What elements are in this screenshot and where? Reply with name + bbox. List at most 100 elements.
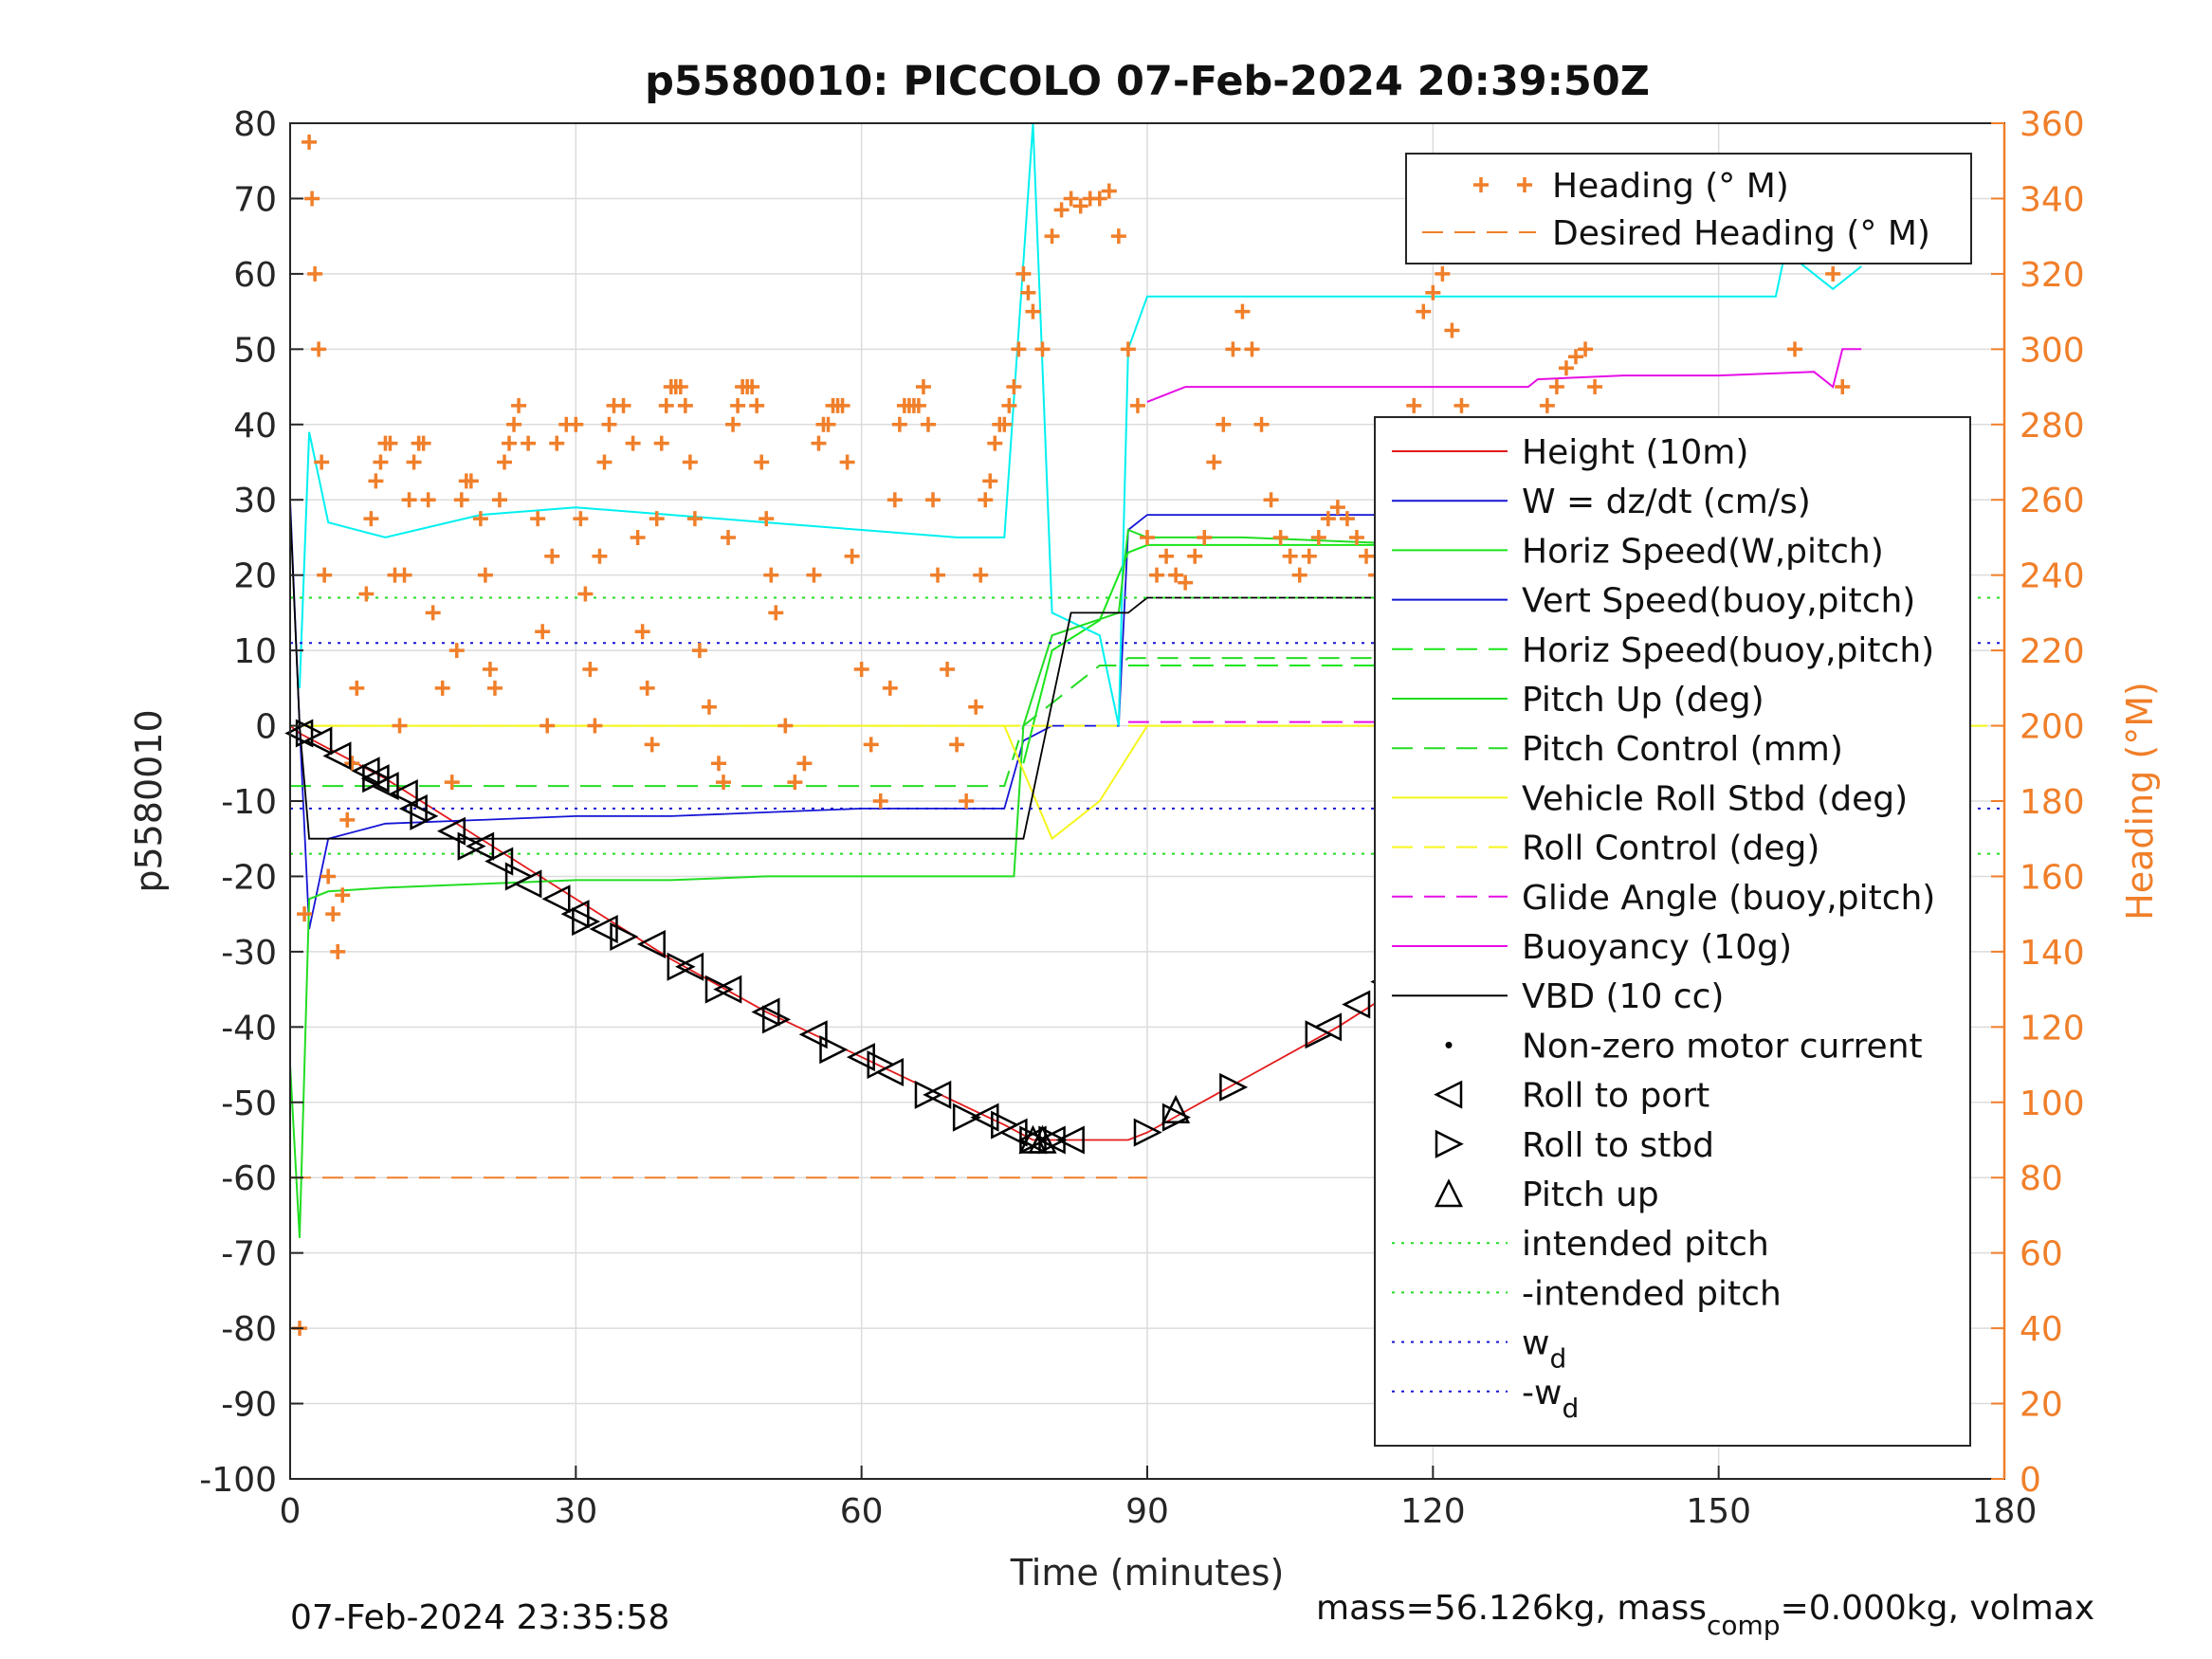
heading-point — [368, 473, 384, 489]
roll-to-port-marker — [1055, 1125, 1085, 1155]
heading-point — [682, 454, 698, 470]
heading-point — [1168, 567, 1184, 583]
heading-point — [311, 341, 327, 357]
heading-point — [1453, 397, 1470, 413]
heading-point — [307, 265, 323, 282]
heading-point — [768, 605, 784, 621]
heading-point — [716, 775, 732, 791]
legend-label: Vehicle Roll Stbd (deg) — [1522, 779, 1908, 818]
heading-point — [1539, 397, 1555, 413]
heading-point — [1101, 183, 1117, 199]
roll-to-stbd-marker — [991, 1110, 1020, 1139]
y-tick-label-right: 80 — [2020, 1159, 2063, 1198]
heading-point — [1348, 529, 1364, 545]
roll-to-port-marker — [636, 929, 666, 958]
heading-point — [1063, 191, 1079, 207]
roll-to-port-marker — [713, 975, 742, 1004]
legend-label: W = dz/dt (cm/s) — [1522, 483, 1811, 521]
heading-point — [711, 756, 726, 772]
y-tick-label-right: 280 — [2020, 407, 2085, 446]
y-axis-label-left: p5580010 — [128, 709, 170, 892]
roll-to-port-marker — [751, 997, 780, 1027]
heading-point — [506, 416, 522, 432]
y-axis-label-right: Heading (°M) — [2119, 682, 2161, 921]
heading-point — [853, 661, 869, 677]
roll-to-stbd-marker — [1305, 1020, 1334, 1049]
heading-point — [1291, 567, 1307, 583]
heading-point — [1787, 341, 1803, 357]
heading-point — [915, 379, 931, 395]
y-tick-label-left: -60 — [221, 1159, 277, 1198]
heading-point — [644, 737, 660, 753]
roll-to-stbd-marker — [914, 1080, 943, 1109]
heading-point — [759, 511, 775, 527]
heading-point — [891, 416, 907, 432]
heading-point — [1435, 265, 1451, 282]
heading-point — [358, 586, 375, 602]
y-tick-label-right: 220 — [2020, 632, 2085, 671]
heading-point — [691, 643, 707, 659]
heading-point — [1044, 228, 1060, 245]
roll-to-stbd-marker — [667, 952, 696, 981]
heading-point — [968, 699, 984, 715]
heading-point — [1110, 228, 1126, 245]
heading-point — [582, 661, 598, 677]
y-tick-label-left: 30 — [233, 482, 277, 520]
legend-label: Roll to stbd — [1522, 1126, 1714, 1165]
heading-point — [1310, 529, 1326, 545]
heading-point — [639, 680, 655, 696]
heading-point — [502, 435, 518, 451]
y-tick-label-right: 100 — [2020, 1085, 2085, 1123]
y-tick-label-right: 300 — [2020, 331, 2085, 370]
heading-point — [497, 454, 512, 470]
heading-point — [1272, 529, 1289, 545]
legend-label: Pitch up — [1522, 1176, 1659, 1214]
heading-point — [1034, 341, 1051, 357]
heading-point — [382, 435, 398, 451]
legend-label: Non-zero motor current — [1522, 1027, 1923, 1066]
legend-label: Vert Speed(buoy,pitch) — [1522, 582, 1915, 621]
heading-point — [1444, 322, 1460, 338]
heading-point — [477, 567, 493, 583]
heading-point — [396, 567, 412, 583]
roll-to-stbd-marker — [1161, 1103, 1191, 1132]
heading-point — [601, 416, 617, 432]
heading-point — [749, 397, 765, 413]
x-tick-label: 0 — [280, 1492, 302, 1531]
legend-triangle-marker — [1435, 1129, 1464, 1158]
legend-label: Roll Control (deg) — [1522, 830, 1819, 868]
heading-point — [491, 492, 507, 508]
heading-point — [434, 680, 450, 696]
heading-point — [1178, 574, 1194, 591]
heading-point — [1197, 529, 1213, 545]
heading-point — [568, 416, 584, 432]
heading-point — [1011, 341, 1027, 357]
y-tick-label-right: 160 — [2020, 858, 2085, 897]
y-tick-label-left: 80 — [233, 105, 277, 144]
heading-point — [730, 397, 746, 413]
heading-point — [1835, 379, 1851, 395]
heading-point — [1015, 265, 1032, 282]
y-tick-label-left: -50 — [221, 1085, 277, 1123]
heading-point — [1406, 397, 1422, 413]
y-tick-label-left: 50 — [233, 331, 277, 370]
heading-point — [672, 379, 688, 395]
legend-label: Desired Heading (° M) — [1552, 214, 1930, 253]
legend-triangle-marker — [1434, 1178, 1464, 1208]
heading-point — [1587, 379, 1603, 395]
heading-point — [634, 624, 650, 640]
heading-point — [1120, 341, 1136, 357]
y-tick-label-left: -100 — [199, 1461, 277, 1500]
x-tick-label: 30 — [554, 1492, 597, 1531]
heading-point — [1006, 379, 1022, 395]
y-tick-label-left: -30 — [221, 934, 277, 973]
heading-point — [339, 811, 356, 828]
heading-point — [444, 775, 460, 791]
heading-point — [530, 511, 546, 527]
x-tick-label: 60 — [840, 1492, 884, 1531]
heading-point — [1053, 202, 1069, 218]
y-tick-label-right: 360 — [2020, 105, 2085, 144]
heading-point — [1206, 454, 1222, 470]
roll-to-port-marker — [541, 884, 571, 914]
roll-to-stbd-marker — [410, 801, 439, 830]
